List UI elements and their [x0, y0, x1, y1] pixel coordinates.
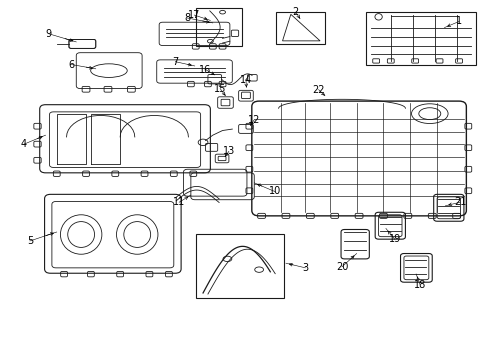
Text: 14: 14	[239, 75, 252, 85]
Text: 13: 13	[223, 146, 235, 156]
Text: 20: 20	[335, 262, 347, 272]
Text: 15: 15	[213, 84, 226, 94]
Text: 21: 21	[453, 197, 465, 207]
Text: 4: 4	[21, 139, 27, 149]
Text: 9: 9	[45, 29, 51, 39]
Text: 2: 2	[292, 7, 298, 17]
Text: 7: 7	[172, 57, 178, 67]
Bar	[276, 12, 325, 44]
Text: 12: 12	[247, 115, 260, 125]
Text: 6: 6	[68, 59, 74, 69]
Text: 10: 10	[268, 186, 280, 197]
Bar	[195, 8, 242, 45]
Text: 16: 16	[199, 64, 211, 75]
Text: 22: 22	[312, 85, 324, 95]
Text: 8: 8	[183, 13, 190, 23]
Bar	[195, 234, 283, 298]
Text: 5: 5	[27, 236, 33, 246]
Text: 19: 19	[388, 234, 400, 244]
Text: 17: 17	[188, 10, 200, 20]
Text: 11: 11	[173, 197, 185, 207]
Bar	[366, 12, 475, 65]
Text: 3: 3	[302, 263, 308, 273]
Text: 18: 18	[413, 280, 426, 290]
Text: 1: 1	[455, 17, 461, 27]
